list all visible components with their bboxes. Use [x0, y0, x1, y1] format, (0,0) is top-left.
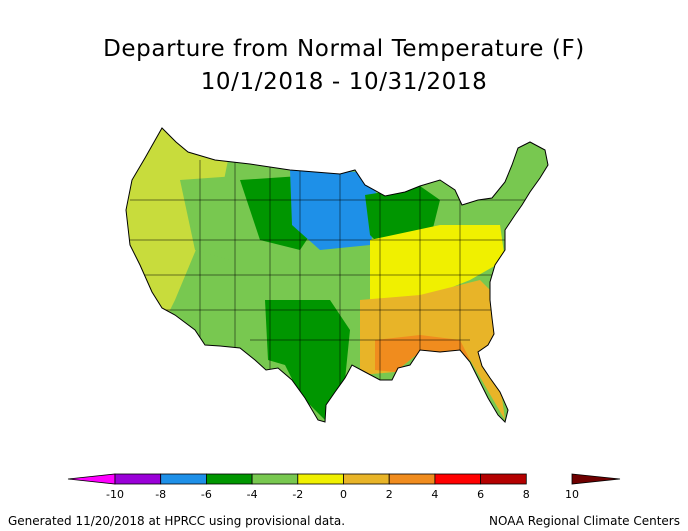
- legend-tick-label: 4: [431, 488, 438, 501]
- legend-swatch: [343, 473, 390, 485]
- legend-swatch: [297, 473, 344, 485]
- legend-swatch: [251, 473, 299, 485]
- map-date-range: 10/1/2018 - 10/31/2018: [200, 69, 488, 95]
- legend-tick-label: -10: [106, 488, 124, 501]
- footer-credit: NOAA Regional Climate Centers: [489, 514, 680, 528]
- legend-tick-label: -8: [155, 488, 166, 501]
- legend-tick-label: 2: [386, 488, 393, 501]
- legend-tick-label: 6: [477, 488, 484, 501]
- map-region-gulf-coast: [375, 335, 470, 372]
- state-boundaries: [130, 160, 540, 400]
- legend-swatch: [205, 473, 253, 485]
- footer-generated-note: Generated 11/20/2018 at HPRCC using prov…: [8, 514, 346, 528]
- legend-swatch: [434, 473, 481, 485]
- legend-tick-label: 0: [340, 488, 347, 501]
- map-region-texas: [265, 300, 350, 420]
- legend-arrow-max: [571, 473, 621, 485]
- legend-tick-label: -2: [292, 488, 303, 501]
- legend-tick-label: -6: [201, 488, 212, 501]
- map-title: Departure from Normal Temperature (F): [103, 36, 585, 62]
- map-region-pacific-northwest: [126, 128, 230, 330]
- legend-tick-label: 8: [523, 488, 530, 501]
- color-legend: -10 -8 -6 -4 -2 0 2 4 6 8 10: [67, 473, 621, 501]
- legend-arrow-min: [67, 473, 116, 485]
- map-region-north-central: [290, 170, 382, 250]
- legend-swatch: [480, 473, 527, 485]
- legend-swatch: [388, 473, 436, 485]
- legend-swatch: [114, 473, 162, 485]
- legend-tick-label: -4: [247, 488, 258, 501]
- legend-swatch: [160, 473, 207, 485]
- map-region-ohio-valley: [370, 225, 505, 300]
- legend-tick-label: 10: [565, 488, 579, 501]
